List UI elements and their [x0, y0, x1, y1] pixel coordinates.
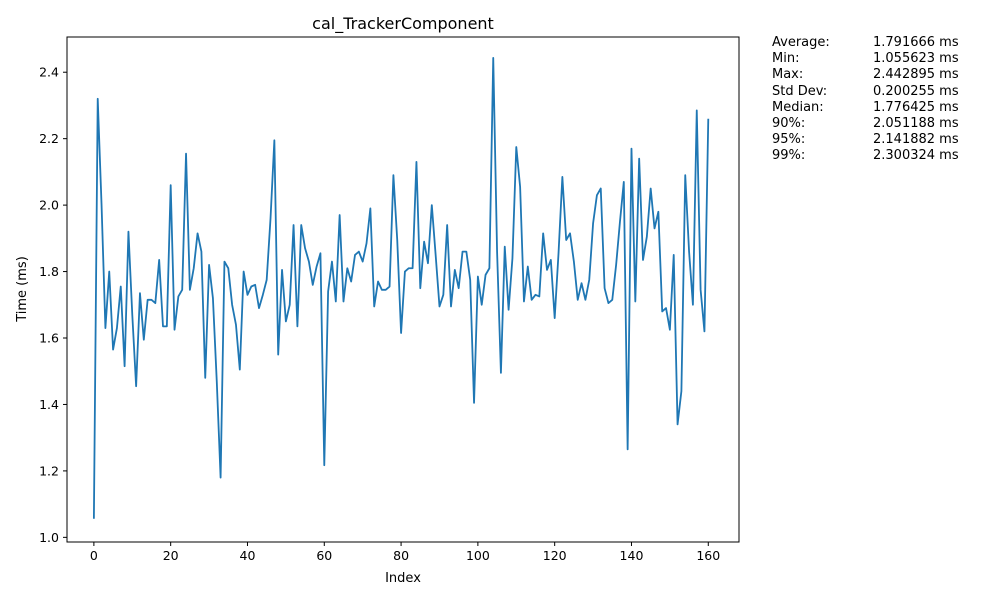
- y-tick-label: 2.0: [39, 198, 59, 213]
- stat-row-min: Min: 1.055623 ms: [772, 51, 959, 67]
- stat-label: Median:: [772, 99, 824, 115]
- stat-value: 2.141882 ms: [873, 132, 959, 148]
- stat-label: 99%:: [772, 148, 806, 164]
- stat-value: 2.051188 ms: [873, 116, 959, 132]
- y-tick-label: 1.0: [39, 530, 59, 545]
- stat-row-p99: 99%: 2.300324 ms: [772, 148, 959, 164]
- x-tick-label: 140: [620, 548, 644, 563]
- y-tick-label: 1.4: [39, 397, 59, 412]
- y-tick-label: 2.4: [39, 65, 59, 80]
- x-tick-label: 100: [466, 548, 490, 563]
- stat-row-max: Max: 2.442895 ms: [772, 67, 959, 83]
- stat-value: 0.200255 ms: [873, 83, 959, 99]
- stat-row-median: Median: 1.776425 ms: [772, 100, 959, 116]
- stat-row-average: Average: 1.791666 ms: [772, 35, 959, 51]
- stat-label: Average:: [772, 35, 830, 50]
- stat-row-std-dev: Std Dev: 0.200255 ms: [772, 84, 959, 100]
- stat-row-p90: 90%: 2.051188 ms: [772, 116, 959, 132]
- stat-label: Std Dev:: [772, 83, 828, 99]
- y-tick-label: 2.2: [39, 131, 59, 146]
- stat-label: Min:: [772, 51, 800, 67]
- stat-label: 95%:: [772, 132, 806, 148]
- plot-area: 0 20 40 60 80 100 120 140 160 1.0 1.2 1.4 1.6 1.8 2.0 2…: [39, 36, 740, 563]
- y-tick-label: 1.2: [39, 463, 59, 478]
- x-tick-label: 40: [240, 548, 256, 563]
- stat-value: 1.055623 ms: [873, 51, 959, 67]
- y-tick-label: 1.6: [39, 331, 59, 346]
- statistics-panel: Average: 1.791666 ms Min: 1.055623 ms Ma…: [772, 35, 959, 165]
- stat-value: 1.776425 ms: [873, 99, 959, 115]
- stat-value: 1.791666 ms: [873, 35, 959, 50]
- stat-value: 2.442895 ms: [873, 67, 959, 83]
- x-tick-label: 60: [316, 548, 332, 563]
- plot-frame: [66, 36, 740, 543]
- y-axis-label: Time (ms): [15, 256, 30, 323]
- stat-value: 2.300324 ms: [873, 148, 959, 164]
- chart-title: cal_TrackerComponent: [312, 14, 494, 34]
- series-line: [92, 57, 710, 519]
- stat-label: Max:: [772, 67, 804, 83]
- x-tick-label: 80: [393, 548, 409, 563]
- y-tick-label: 1.8: [39, 264, 59, 279]
- stat-row-p95: 95%: 2.141882 ms: [772, 132, 959, 148]
- x-tick-label: 120: [543, 548, 567, 563]
- x-tick-label: 20: [163, 548, 179, 563]
- x-tick-label: 160: [696, 548, 720, 563]
- x-tick-label: 0: [90, 548, 98, 563]
- stat-label: 90%:: [772, 116, 806, 132]
- x-axis-label: Index: [385, 571, 421, 586]
